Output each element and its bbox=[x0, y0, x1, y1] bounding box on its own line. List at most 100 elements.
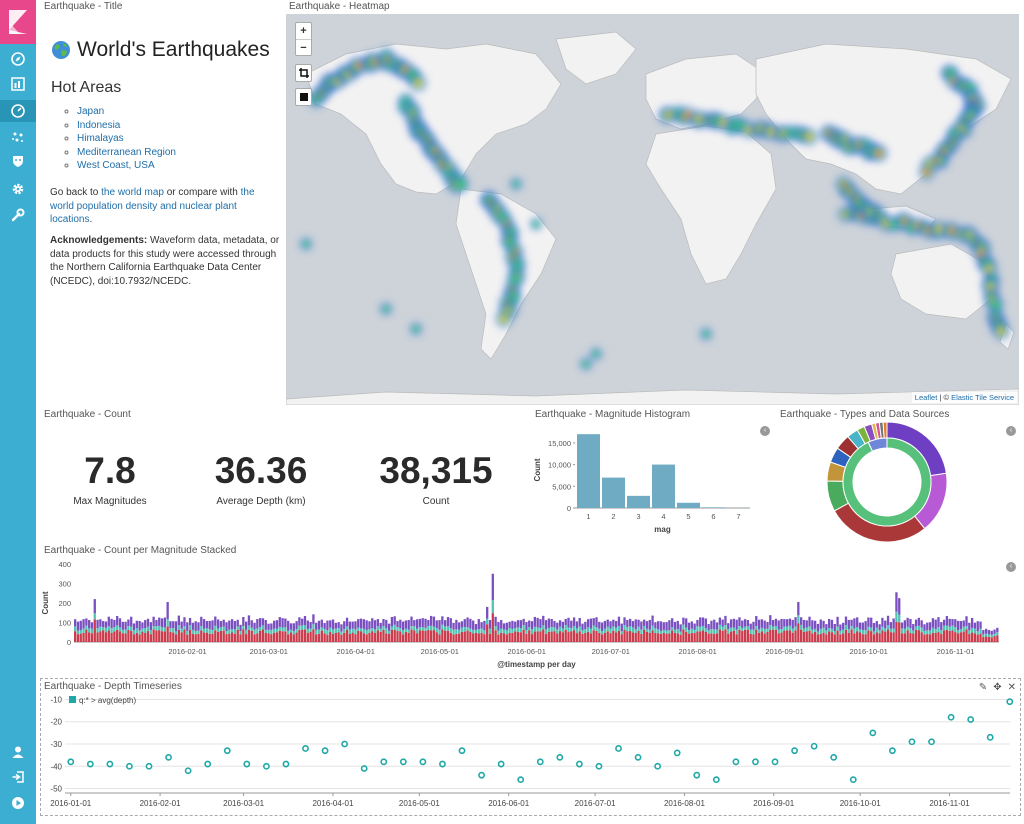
stacked-bar-segment bbox=[334, 628, 337, 633]
stacked-bar-segment bbox=[701, 617, 705, 626]
stacked-bar-segment bbox=[581, 630, 584, 634]
stacked-bar-segment bbox=[261, 629, 265, 642]
stacked-bar-segment bbox=[93, 619, 96, 642]
stacked-bar-segment bbox=[452, 634, 455, 642]
heatmap-map[interactable]: + − Leaflet | © Elastic Tile Service bbox=[286, 14, 1019, 405]
depth-point bbox=[908, 738, 916, 746]
close-icon[interactable]: ✕ bbox=[1007, 682, 1016, 693]
stacked-bar-segment bbox=[600, 630, 604, 635]
sidebar-item-dashboard[interactable] bbox=[0, 100, 36, 122]
stacked-bar-segment bbox=[699, 626, 702, 632]
stacked-bar-segment bbox=[592, 625, 595, 631]
acknowledgements-label: Acknowledgements: bbox=[50, 235, 148, 246]
stacked-bar-segment bbox=[188, 625, 192, 630]
acknowledgements-text: Waveform data, metadata, or data product… bbox=[50, 235, 280, 287]
stacked-bar-segment bbox=[158, 625, 161, 631]
stacked-bar-segment bbox=[317, 633, 321, 642]
sidebar-item-dev-tools[interactable] bbox=[0, 204, 36, 226]
world-map-link[interactable]: the world map bbox=[101, 187, 164, 198]
stacked-bar-segment bbox=[104, 627, 108, 633]
leaflet-link[interactable]: Leaflet bbox=[914, 393, 938, 402]
stacked-bar-segment bbox=[536, 627, 539, 632]
sidebar-item-security[interactable] bbox=[0, 150, 36, 172]
stacked-bar-segment bbox=[729, 619, 733, 628]
heat-blob bbox=[454, 178, 467, 191]
hot-area-link[interactable]: Mediterranean Region bbox=[77, 146, 176, 160]
zoom-out-button[interactable]: − bbox=[296, 39, 311, 55]
sidebar-item-user[interactable] bbox=[0, 741, 36, 763]
stacked-bar-segment bbox=[816, 634, 820, 642]
stacked-bar-segment bbox=[413, 626, 416, 631]
stacked-bar-segment bbox=[598, 628, 601, 633]
stacked-bar-segment bbox=[657, 629, 660, 634]
stacked-bar-segment bbox=[275, 632, 279, 642]
stacked-bar-segment bbox=[900, 622, 904, 629]
hot-area-link[interactable]: West Coast, USA bbox=[77, 159, 176, 173]
sidebar-item-discover[interactable] bbox=[0, 48, 36, 70]
stacked-bar-segment bbox=[250, 630, 253, 642]
stacked-bar-segment bbox=[424, 627, 427, 631]
edit-pencil-icon[interactable]: ✎ bbox=[978, 682, 988, 693]
depth-point bbox=[145, 762, 153, 770]
y-tick-label: -40 bbox=[50, 762, 62, 771]
stacked-bar-segment bbox=[494, 626, 497, 631]
panel-title-histogram: Earthquake - Magnitude Histogram bbox=[535, 409, 691, 420]
stacked-bar-segment bbox=[435, 628, 438, 633]
stacked-bar-segment bbox=[172, 628, 175, 633]
hot-area-link[interactable]: Himalayas bbox=[77, 132, 176, 146]
sidebar-item-logout[interactable] bbox=[0, 766, 36, 788]
stacked-bar-segment bbox=[85, 618, 88, 626]
kibana-logo[interactable] bbox=[0, 0, 36, 44]
stacked-bar-segment bbox=[774, 629, 778, 642]
stacked-bar-segment bbox=[474, 624, 478, 630]
stacked-bar-segment bbox=[679, 631, 682, 635]
stacked-bar-segment bbox=[135, 620, 138, 629]
stacked-bar-segment bbox=[659, 621, 663, 631]
depth-point bbox=[967, 716, 975, 723]
heat-blob bbox=[500, 315, 508, 323]
stacked-bar-segment bbox=[727, 633, 730, 642]
heat-blob bbox=[935, 225, 943, 233]
stacked-bar-segment bbox=[127, 619, 130, 627]
stacked-bar-segment bbox=[497, 621, 500, 631]
stacked-bar-segment bbox=[401, 630, 405, 635]
stacked-bar-segment bbox=[295, 632, 298, 642]
metric-count: 38,315 Count bbox=[366, 450, 506, 507]
depth-point bbox=[321, 747, 329, 755]
population-density-link[interactable]: the world population density and nuclear… bbox=[50, 187, 255, 226]
zoom-in-button[interactable]: + bbox=[300, 25, 307, 37]
stacked-bar-segment bbox=[292, 623, 295, 632]
zoom-controls: + − bbox=[295, 22, 312, 56]
draw-rectangle-button[interactable] bbox=[295, 88, 312, 106]
stacked-bar-segment bbox=[710, 633, 713, 642]
fit-bounds-button[interactable] bbox=[295, 64, 312, 82]
pie-legend-toggle[interactable]: ‹ bbox=[1006, 426, 1016, 436]
stacked-bar-segment bbox=[244, 634, 248, 642]
elastic-tile-service-link[interactable]: Elastic Tile Service bbox=[951, 393, 1014, 402]
histogram-legend-toggle[interactable]: ‹ bbox=[760, 426, 770, 436]
stacked-bar-segment bbox=[814, 628, 817, 632]
stacked-bar-segment bbox=[281, 618, 284, 628]
x-tick-label: 2016-02-01 bbox=[140, 799, 181, 808]
sidebar-collapse-button[interactable] bbox=[0, 792, 36, 814]
stacked-bar-segment bbox=[191, 622, 195, 630]
stacked-bar-segment bbox=[763, 620, 766, 629]
stacked-bar-segment bbox=[76, 621, 80, 631]
sidebar-item-management[interactable] bbox=[0, 178, 36, 200]
stacked-legend-toggle[interactable]: ‹ bbox=[1006, 562, 1016, 572]
sidebar-item-timelion[interactable] bbox=[0, 126, 36, 148]
stacked-bar-segment bbox=[928, 630, 932, 635]
stacked-bar-segment bbox=[870, 631, 873, 642]
stacked-bar-segment bbox=[298, 629, 301, 642]
hot-area-link[interactable]: Indonesia bbox=[77, 119, 176, 133]
depth-point bbox=[712, 776, 720, 784]
stacked-bar-segment bbox=[152, 629, 155, 642]
stacked-bar-segment bbox=[146, 631, 150, 642]
sidebar-item-visualize[interactable] bbox=[0, 73, 36, 95]
move-icon[interactable]: ✥ bbox=[993, 682, 1002, 693]
stacked-bar-segment bbox=[144, 628, 147, 634]
hot-area-link[interactable]: Japan bbox=[77, 105, 176, 119]
stacked-bar-segment bbox=[996, 627, 999, 633]
stacked-bar-segment bbox=[637, 630, 640, 642]
stacked-bar-segment bbox=[872, 631, 876, 635]
